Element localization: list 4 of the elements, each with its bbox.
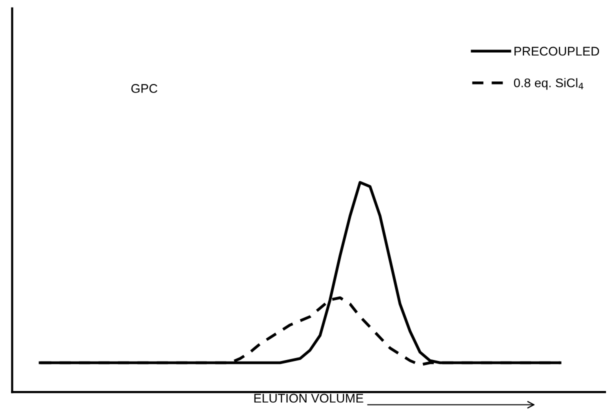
- text: GPC: [131, 84, 158, 93]
- legend-label: 0.8 eq. SiCl$_{4}$: [514, 78, 584, 90]
- x-axis-title: ELUTION VOLUME: [254, 394, 364, 403]
- legend-label: PRECOUPLED: [514, 46, 600, 56]
